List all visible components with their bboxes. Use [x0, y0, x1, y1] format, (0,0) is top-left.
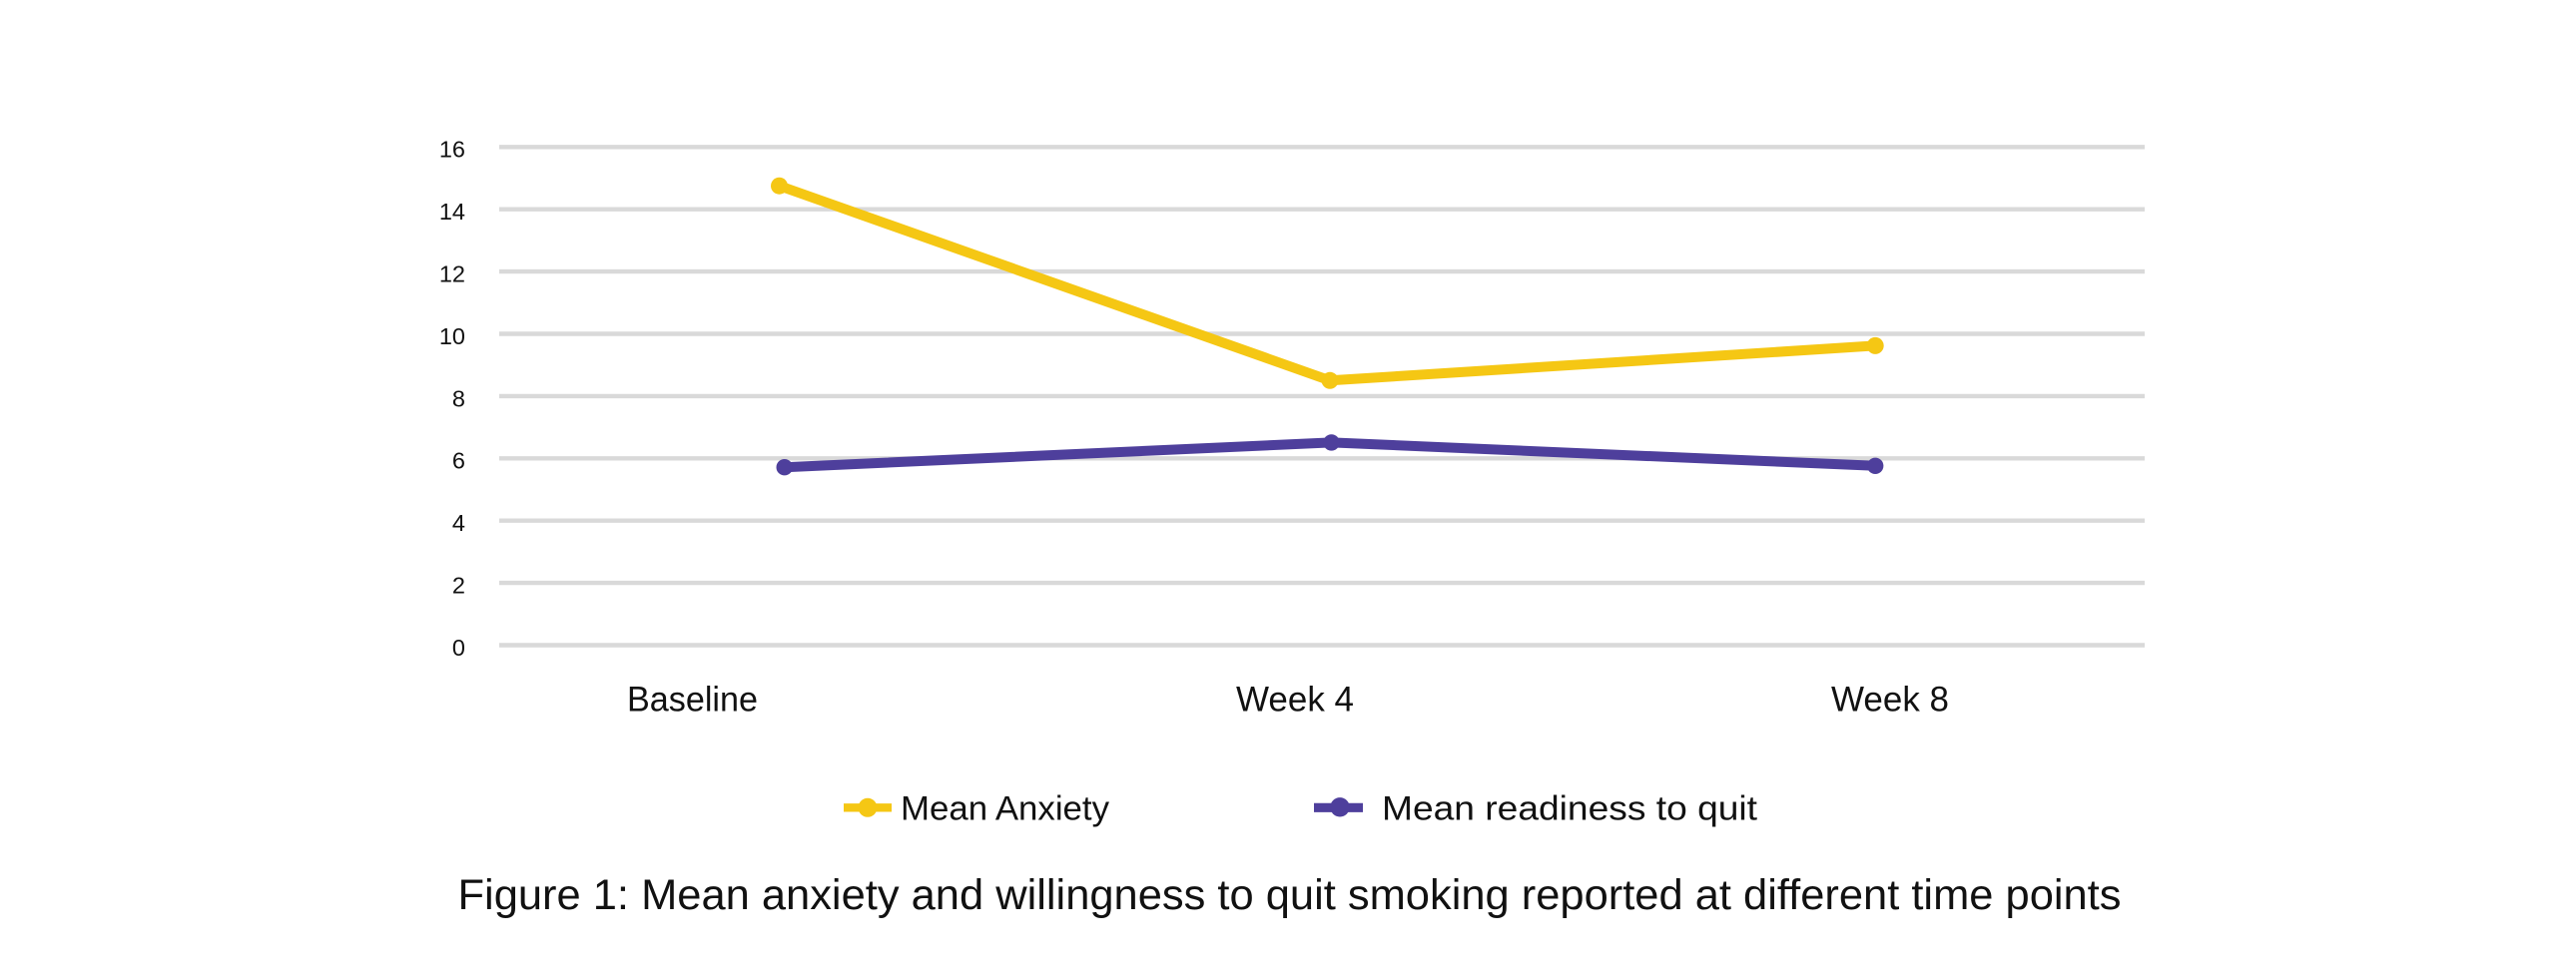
- svg-text:16: 16: [439, 137, 465, 163]
- svg-text:Mean readiness to quit: Mean readiness to quit: [1382, 790, 1758, 828]
- svg-text:2: 2: [452, 573, 465, 599]
- svg-text:6: 6: [452, 448, 465, 474]
- svg-text:Week 4: Week 4: [1236, 680, 1354, 719]
- svg-text:Mean Anxiety: Mean Anxiety: [901, 790, 1109, 828]
- svg-text:10: 10: [439, 323, 465, 349]
- svg-text:4: 4: [452, 510, 465, 536]
- svg-text:Baseline: Baseline: [627, 680, 758, 719]
- svg-text:Week 8: Week 8: [1831, 680, 1949, 719]
- svg-text:12: 12: [439, 261, 465, 287]
- svg-text:14: 14: [439, 199, 465, 225]
- svg-text:8: 8: [452, 385, 465, 411]
- svg-text:0: 0: [452, 635, 465, 661]
- svg-text:Figure 1: Mean anxiety and wil: Figure 1: Mean anxiety and willingness t…: [458, 871, 2122, 919]
